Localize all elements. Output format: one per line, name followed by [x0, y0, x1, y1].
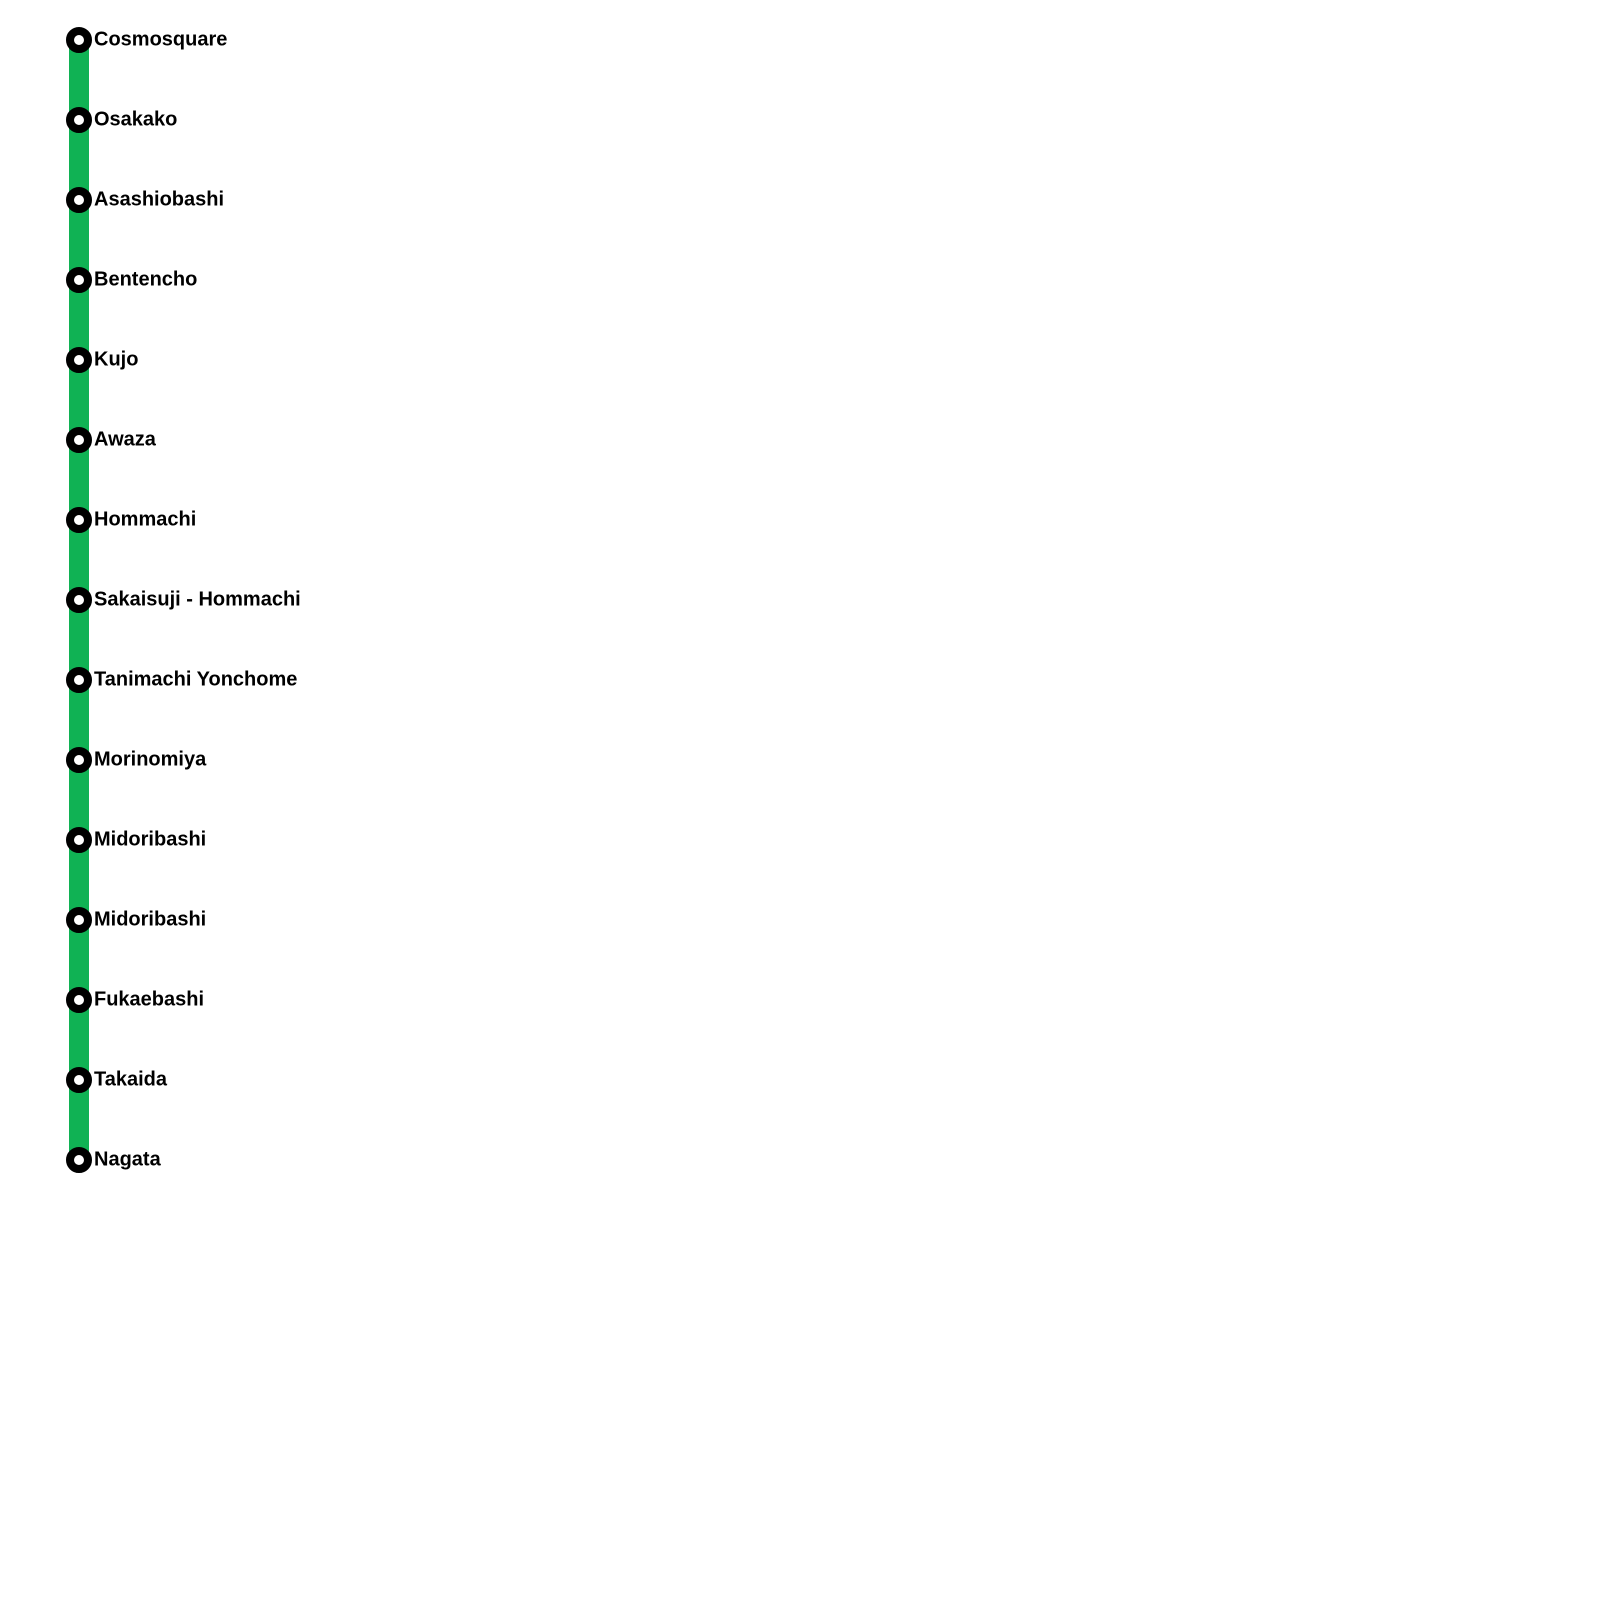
station-row: Cosmosquare [0, 27, 1600, 53]
station-marker-icon [66, 187, 92, 213]
station-row: Bentencho [0, 267, 1600, 293]
station-marker-icon [66, 667, 92, 693]
station-label: Tanimachi Yonchome [94, 668, 298, 691]
station-marker-icon [66, 747, 92, 773]
station-label: Morinomiya [94, 748, 207, 771]
station-label: Midoribashi [94, 908, 207, 931]
station-row: Midoribashi [0, 827, 1600, 853]
station-row: Fukaebashi [0, 987, 1600, 1013]
station-label: Cosmosquare [94, 28, 228, 51]
station-marker-icon [66, 347, 92, 373]
station-row: Tanimachi Yonchome [0, 667, 1600, 693]
station-label: Bentencho [94, 268, 198, 291]
station-row: Kujo [0, 347, 1600, 373]
station-row: Takaida [0, 1067, 1600, 1093]
station-row: Hommachi [0, 507, 1600, 533]
station-marker-icon [66, 507, 92, 533]
station-row: Midoribashi [0, 907, 1600, 933]
station-marker-icon [66, 907, 92, 933]
station-marker-icon [66, 1147, 92, 1173]
station-marker-icon [66, 27, 92, 53]
station-marker-icon [66, 587, 92, 613]
station-row: Awaza [0, 427, 1600, 453]
station-row: Nagata [0, 1147, 1600, 1173]
station-label: Midoribashi [94, 828, 207, 851]
station-label: Hommachi [94, 508, 197, 531]
station-marker-icon [66, 827, 92, 853]
station-label: Kujo [94, 348, 139, 371]
station-marker-icon [66, 427, 92, 453]
station-marker-icon [66, 1067, 92, 1093]
station-row: Morinomiya [0, 747, 1600, 773]
station-label: Sakaisuji - Hommachi [94, 588, 301, 611]
station-label: Fukaebashi [94, 988, 205, 1011]
station-row: Asashiobashi [0, 187, 1600, 213]
station-label: Awaza [94, 428, 156, 451]
station-label: Asashiobashi [94, 188, 225, 211]
station-label: Osakako [94, 108, 178, 131]
station-row: Osakako [0, 107, 1600, 133]
station-row: Sakaisuji - Hommachi [0, 587, 1600, 613]
station-marker-icon [66, 267, 92, 293]
station-label: Nagata [94, 1148, 161, 1171]
station-marker-icon [66, 107, 92, 133]
station-marker-icon [66, 987, 92, 1013]
station-label: Takaida [94, 1068, 167, 1091]
